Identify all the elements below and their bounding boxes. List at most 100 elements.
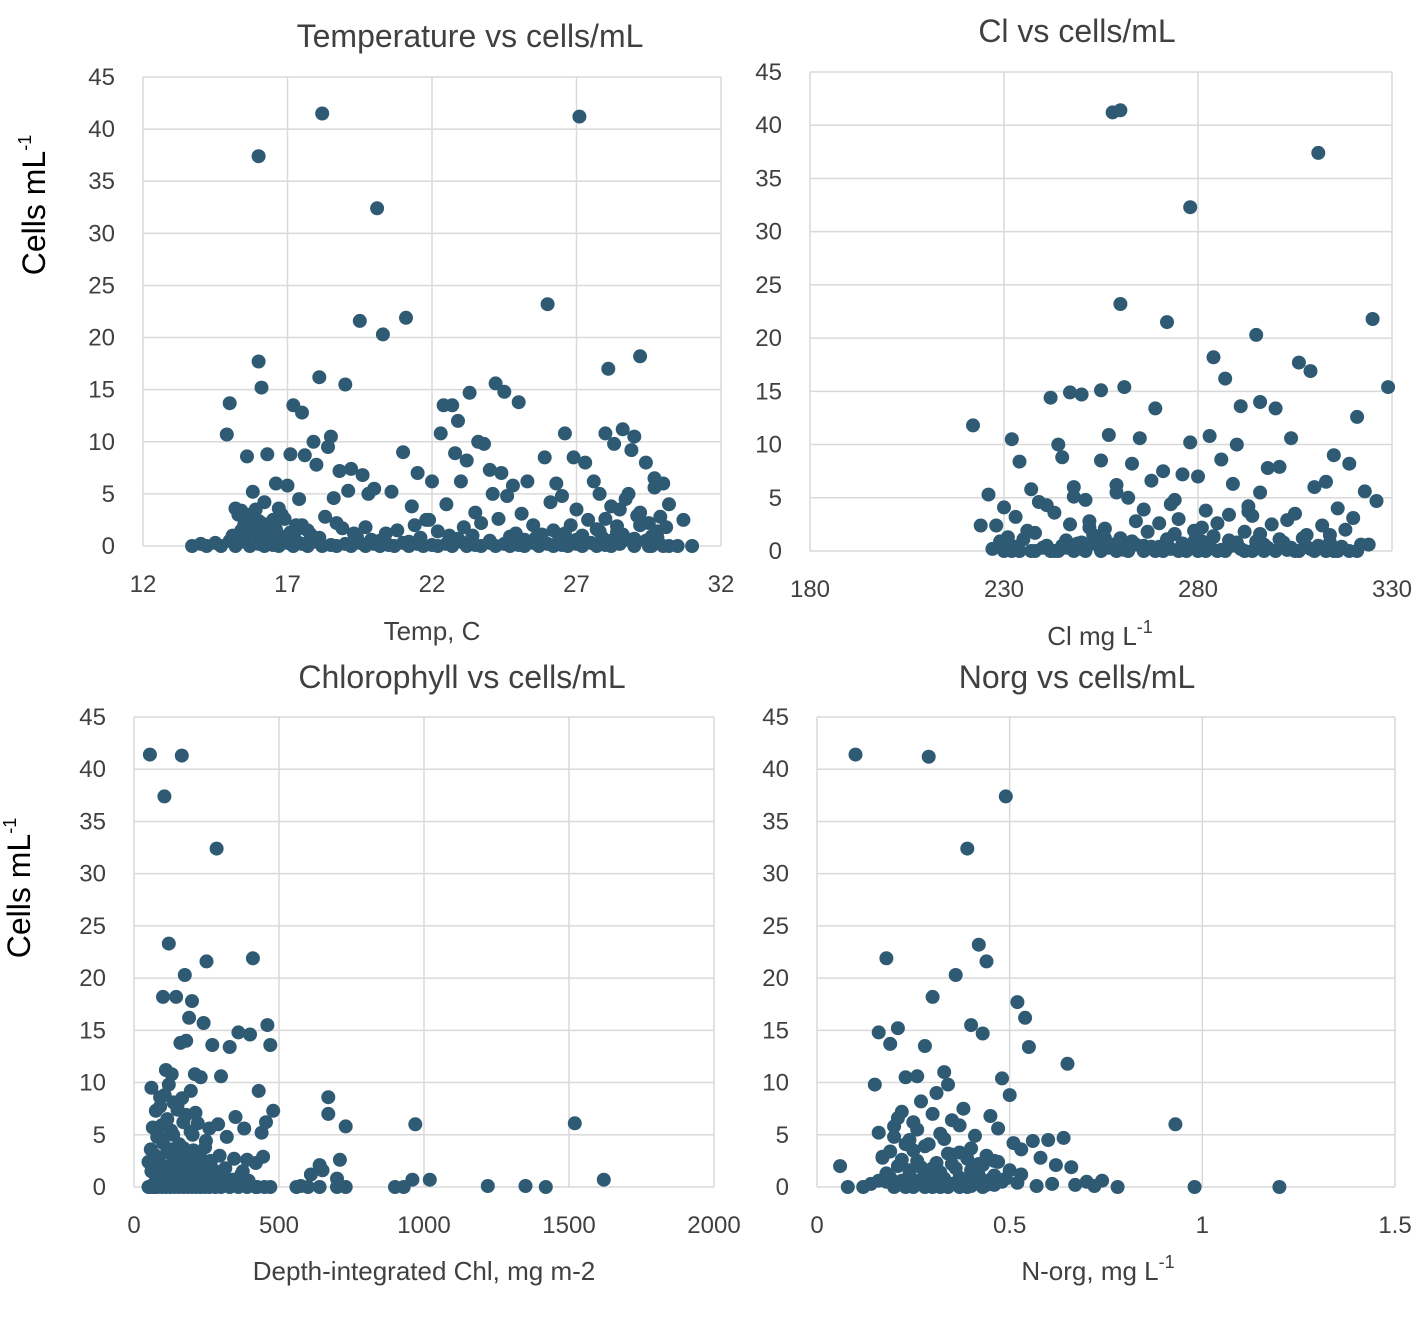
y-axis-label-superscript: -1 [15, 135, 35, 151]
data-point [245, 484, 260, 499]
data-point [185, 539, 200, 553]
data-point [633, 518, 648, 533]
data-point [477, 436, 491, 451]
data-point [1202, 429, 1217, 443]
data-point [338, 1119, 353, 1134]
data-point [144, 1080, 159, 1095]
data-point [491, 511, 506, 526]
data-point [638, 455, 653, 470]
x-tick-label: 0.5 [993, 1212, 1026, 1239]
data-point [890, 1159, 905, 1174]
data-point [494, 466, 509, 480]
data-point [604, 533, 619, 548]
data-point [410, 466, 425, 480]
data-point [598, 511, 613, 526]
data-point [921, 749, 936, 764]
y-tick-label: 0 [93, 1174, 106, 1201]
data-point [650, 530, 665, 545]
data-point [1198, 503, 1213, 518]
data-point [615, 422, 630, 437]
data-point [971, 937, 986, 952]
data-point [1113, 103, 1128, 118]
data-point [1342, 544, 1357, 558]
data-point [211, 1117, 226, 1132]
data-point [914, 1175, 928, 1190]
data-point [1222, 507, 1236, 522]
data-point [401, 539, 416, 553]
data-point [1082, 520, 1097, 535]
data-points [966, 103, 1396, 558]
data-point [1064, 1160, 1079, 1175]
data-point [1291, 355, 1306, 370]
y-tick-label: 45 [762, 704, 789, 731]
data-point [1029, 1179, 1044, 1193]
data-point [1206, 350, 1221, 365]
y-tick-label: 20 [755, 325, 782, 352]
data-point [355, 468, 370, 483]
data-point [1307, 480, 1322, 495]
data-point [1109, 478, 1124, 492]
data-point [979, 954, 994, 969]
data-point [543, 495, 558, 510]
data-point [338, 377, 353, 392]
data-point [227, 1151, 242, 1166]
data-point [396, 445, 411, 460]
data-point [295, 405, 309, 420]
data-point [941, 1077, 955, 1092]
data-point [488, 376, 503, 391]
data-point [985, 541, 1000, 556]
data-point [448, 446, 463, 461]
data-point [1136, 502, 1151, 517]
data-point [260, 447, 275, 462]
data-point [871, 1125, 886, 1140]
data-point [557, 526, 572, 541]
y-tick-label: 35 [762, 808, 789, 835]
data-point [1229, 437, 1244, 452]
data-point [228, 1110, 243, 1124]
data-point [612, 502, 627, 517]
data-point [1284, 431, 1299, 446]
data-point [1043, 390, 1058, 405]
data-point [1272, 459, 1287, 474]
data-point [174, 748, 189, 763]
y-tick-label: 10 [88, 429, 115, 456]
x-axis-label: Depth-integrated Chl, mg m-2 [253, 1256, 595, 1286]
data-point [321, 1106, 336, 1121]
data-point [468, 505, 483, 520]
data-point [1264, 517, 1279, 532]
data-point [1315, 518, 1330, 533]
data-point [1048, 1158, 1063, 1173]
data-point [995, 1071, 1009, 1086]
data-point [1140, 524, 1155, 539]
data-point [168, 1149, 183, 1164]
data-point [155, 1132, 170, 1146]
data-point [185, 1127, 200, 1142]
data-point [161, 936, 176, 951]
data-point [219, 1129, 234, 1144]
data-point [1068, 1177, 1083, 1192]
data-point [399, 310, 413, 325]
data-point [482, 462, 497, 477]
data-point [315, 1163, 330, 1178]
data-point [627, 531, 642, 546]
data-point [944, 1157, 959, 1171]
y-tick-label: 0 [769, 538, 782, 565]
data-point [301, 1180, 315, 1194]
y-tick-label: 20 [79, 965, 106, 992]
data-point [572, 109, 587, 124]
data-point [182, 1010, 197, 1025]
data-point [500, 489, 515, 503]
x-axis-label-superscript: -1 [1137, 617, 1153, 637]
data-point [203, 1160, 218, 1175]
data-point [245, 951, 260, 966]
data-points [833, 747, 1287, 1194]
data-point [430, 539, 445, 553]
x-axis-label: Temp, C [384, 616, 481, 646]
data-point [1350, 409, 1365, 424]
data-point [344, 539, 359, 553]
data-point [983, 1109, 998, 1123]
x-axis-label-text: N-org, mg L [1021, 1256, 1158, 1286]
data-point [332, 1152, 347, 1167]
data-point [243, 1027, 257, 1042]
y-tick-label: 15 [755, 378, 782, 405]
